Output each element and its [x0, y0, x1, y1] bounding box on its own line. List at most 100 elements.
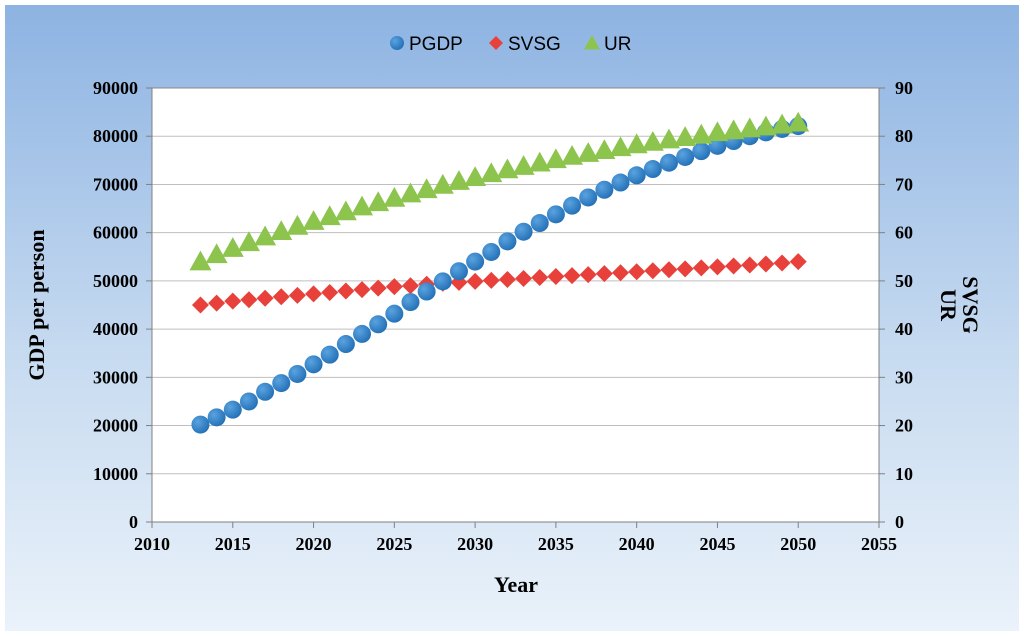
point-pgdp: [466, 252, 485, 271]
point-ur: [496, 158, 519, 179]
point-svsg: [369, 279, 387, 297]
point-pgdp: [546, 205, 565, 224]
point-svsg: [757, 255, 775, 273]
series-svsg: [191, 253, 807, 314]
legend-marker-ur: [584, 35, 600, 50]
legend-label-pgdp: PGDP: [409, 34, 463, 55]
point-pgdp: [239, 392, 258, 411]
point-ur: [447, 170, 470, 190]
point-svsg: [288, 286, 306, 304]
y-left-tick-label: 30000: [93, 367, 138, 387]
y-axis-right-title-ur: UR: [936, 289, 961, 322]
y-left-tick-label: 80000: [93, 126, 138, 146]
point-ur: [674, 126, 697, 146]
point-ur: [690, 123, 713, 144]
y-left-tick-label: 90000: [93, 78, 138, 98]
point-svsg: [773, 254, 791, 272]
point-svsg: [256, 289, 274, 307]
point-ur: [754, 115, 777, 136]
x-tick-label: 2055: [861, 534, 897, 554]
y-right-tick-label: 40: [895, 319, 913, 339]
point-ur: [625, 133, 648, 154]
point-svsg: [385, 278, 403, 296]
point-pgdp: [449, 262, 468, 281]
x-tick-label: 2040: [619, 534, 655, 554]
x-tick-label: 2010: [134, 534, 170, 554]
point-pgdp: [336, 335, 355, 354]
point-ur: [722, 119, 745, 140]
point-ur: [237, 231, 260, 252]
point-pgdp: [611, 173, 630, 192]
point-svsg: [741, 256, 759, 274]
y-right-tick-label: 90: [895, 78, 913, 98]
point-svsg: [725, 257, 743, 275]
point-svsg: [660, 261, 678, 279]
point-pgdp: [401, 293, 420, 312]
point-pgdp: [320, 345, 339, 364]
legend: PGDP SVSG UR: [390, 34, 631, 55]
point-svsg: [401, 277, 419, 295]
point-svsg: [337, 282, 355, 300]
point-ur: [787, 111, 810, 132]
point-ur: [464, 166, 487, 187]
point-pgdp: [643, 160, 662, 179]
point-pgdp: [514, 222, 533, 241]
y-right-tick-label: 80: [895, 126, 913, 146]
legend-item-pgdp: PGDP: [390, 34, 463, 55]
x-tick-label: 2045: [699, 534, 735, 554]
plot-area: [151, 87, 880, 523]
point-pgdp: [659, 153, 678, 172]
y-right-tick-label: 60: [895, 223, 913, 243]
point-svsg: [531, 269, 549, 287]
point-svsg: [305, 285, 323, 303]
point-svsg: [515, 269, 533, 287]
point-pgdp: [256, 382, 275, 401]
x-tick-label: 2025: [376, 534, 412, 554]
point-pgdp: [433, 272, 452, 291]
point-ur: [738, 117, 761, 138]
point-ur: [593, 139, 616, 160]
y-left-tick-label: 60000: [93, 223, 138, 243]
legend-item-svsg: SVSG: [489, 34, 561, 55]
point-svsg: [547, 268, 565, 286]
y-left-tick-label: 40000: [93, 319, 138, 339]
point-pgdp: [579, 188, 598, 207]
point-svsg: [676, 260, 694, 278]
x-tick-label: 2035: [538, 534, 574, 554]
point-svsg: [466, 272, 484, 290]
point-svsg: [498, 270, 516, 288]
y-right-tick-label: 0: [895, 512, 904, 532]
point-pgdp: [595, 180, 614, 199]
y-right-tick-label: 10: [895, 464, 913, 484]
point-svsg: [644, 262, 662, 280]
point-pgdp: [385, 304, 404, 323]
point-svsg: [321, 283, 339, 301]
point-pgdp: [304, 355, 323, 374]
point-ur: [221, 237, 244, 257]
point-svsg: [595, 265, 613, 283]
x-tick-label: 2015: [215, 534, 251, 554]
point-pgdp: [530, 214, 549, 233]
legend-label-ur: UR: [604, 34, 631, 55]
point-ur: [561, 144, 584, 165]
point-svsg: [579, 266, 597, 284]
y-right-tick-label: 50: [895, 271, 913, 291]
point-svsg: [612, 264, 630, 282]
point-svsg: [191, 296, 209, 314]
legend-item-ur: UR: [584, 34, 631, 55]
point-ur: [577, 142, 600, 162]
y-right-tick-label: 30: [895, 367, 913, 387]
point-ur: [609, 136, 632, 157]
data-marks: [189, 111, 810, 434]
point-svsg: [482, 271, 500, 289]
point-svsg: [272, 288, 290, 306]
x-axis-title: Year: [494, 572, 538, 597]
point-pgdp: [676, 147, 695, 166]
point-ur: [270, 220, 293, 241]
point-ur: [706, 121, 729, 142]
point-svsg: [208, 294, 226, 312]
point-pgdp: [288, 364, 307, 383]
axes: 2010 2015 2020 2025 2030 2035 2040 2045 2050 2055…: [93, 78, 913, 554]
